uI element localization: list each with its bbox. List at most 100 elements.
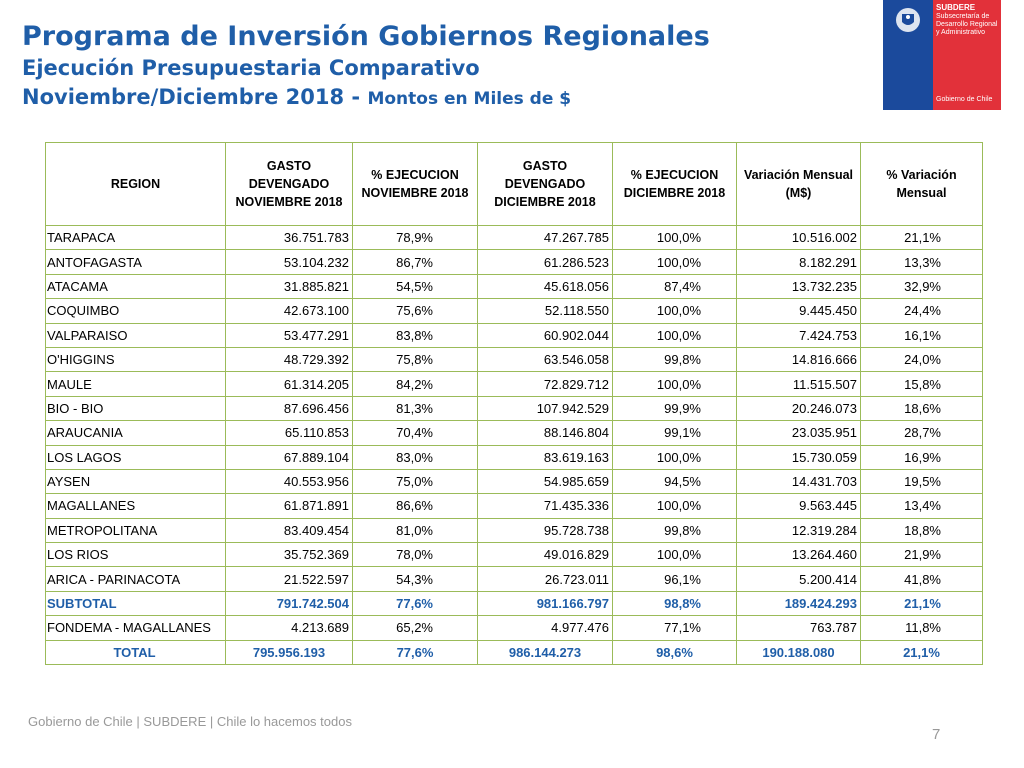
table-cell: 981.166.797 bbox=[477, 590, 613, 617]
table-cell: 42.673.100 bbox=[225, 298, 353, 324]
table-cell: 100,0% bbox=[612, 322, 737, 348]
table-cell: 53.104.232 bbox=[225, 249, 353, 275]
table-cell: 87,4% bbox=[612, 273, 737, 300]
table-row: MAULE 61.314.205 84,2% 72.829.712 100,0% 11.5… bbox=[45, 371, 983, 397]
table-cell: 99,8% bbox=[612, 517, 737, 544]
table-cell: 15.730.059 bbox=[736, 444, 861, 470]
column-header: % EJECUCION NOVIEMBRE 2018 bbox=[352, 142, 478, 226]
table-cell: 31.885.821 bbox=[225, 273, 353, 300]
table-cell: 77,1% bbox=[612, 615, 737, 641]
column-header: REGION bbox=[45, 142, 226, 226]
table-cell: 61.314.205 bbox=[225, 371, 353, 397]
table-cell: 190.188.080 bbox=[736, 639, 861, 666]
table-cell: 67.889.104 bbox=[225, 444, 353, 470]
table-cell: 16,1% bbox=[860, 322, 983, 348]
title-block: Programa de Inversión Gobiernos Regional… bbox=[22, 20, 710, 114]
table-cell: 60.902.044 bbox=[477, 322, 613, 348]
logo-name: SUBDERE bbox=[936, 3, 976, 12]
table-cell: 54,5% bbox=[352, 273, 478, 300]
table-cell: 100,0% bbox=[612, 371, 737, 397]
table-cell: 16,9% bbox=[860, 444, 983, 470]
table-cell: 83.619.163 bbox=[477, 444, 613, 470]
table-cell: COQUIMBO bbox=[45, 298, 226, 324]
table-cell: 54.985.659 bbox=[477, 468, 613, 495]
table-cell: 84,2% bbox=[352, 371, 478, 397]
table-cell: LOS RIOS bbox=[45, 542, 226, 568]
table-cell: 83,8% bbox=[352, 322, 478, 348]
table-cell: 14.431.703 bbox=[736, 468, 861, 495]
table-cell: VALPARAISO bbox=[45, 322, 226, 348]
logo-blue bbox=[883, 0, 933, 110]
table-cell: 75,0% bbox=[352, 468, 478, 495]
table-cell: ARICA - PARINACOTA bbox=[45, 566, 226, 592]
table-cell: 61.286.523 bbox=[477, 249, 613, 275]
table-cell: 65,2% bbox=[352, 615, 478, 641]
table-cell: 81,3% bbox=[352, 395, 478, 422]
table-cell: 78,9% bbox=[352, 224, 478, 251]
subtitle: Ejecución Presupuestaria Comparativo bbox=[22, 56, 480, 80]
table-cell: 41,8% bbox=[860, 566, 983, 592]
table-cell: 21,1% bbox=[860, 590, 983, 617]
logo-gov: Gobierno de Chile bbox=[936, 96, 993, 103]
table-cell: 19,5% bbox=[860, 468, 983, 495]
table-cell: 77,6% bbox=[352, 639, 478, 666]
title: Programa de Inversión Gobiernos Regional… bbox=[22, 21, 710, 52]
column-header: % Variación Mensual bbox=[860, 142, 983, 226]
table-row: ATACAMA 31.885.821 54,5% 45.618.056 87,4% 13.… bbox=[45, 273, 983, 300]
table-cell: 189.424.293 bbox=[736, 590, 861, 617]
table-cell: 107.942.529 bbox=[477, 395, 613, 422]
table-row: VALPARAISO 53.477.291 83,8% 60.902.044 100,0… bbox=[45, 322, 983, 348]
table-cell: AYSEN bbox=[45, 468, 226, 495]
table-row: LOS LAGOS 67.889.104 83,0% 83.619.163 100,0%… bbox=[45, 444, 983, 470]
table-row: TOTAL 795.956.193 77,6% 986.144.273 98,6% 190… bbox=[45, 639, 983, 666]
header-row: REGION GASTO DEVENGADO NOVIEMBRE 2018% EJ… bbox=[45, 142, 983, 226]
table-cell: 81,0% bbox=[352, 517, 478, 544]
table-cell: 12.319.284 bbox=[736, 517, 861, 544]
table-cell: 8.182.291 bbox=[736, 249, 861, 275]
table-cell: 100,0% bbox=[612, 298, 737, 324]
footer: Gobierno de Chile | SUBDERE | Chile lo h… bbox=[28, 714, 352, 729]
budget-table: REGION GASTO DEVENGADO NOVIEMBRE 2018% EJ… bbox=[45, 142, 983, 666]
table-cell: 763.787 bbox=[736, 615, 861, 641]
table-cell: 86,7% bbox=[352, 249, 478, 275]
table-cell: 65.110.853 bbox=[225, 420, 353, 446]
table-cell: 71.435.336 bbox=[477, 493, 613, 519]
table-cell: BIO - BIO bbox=[45, 395, 226, 422]
table-row: AYSEN 40.553.956 75,0% 54.985.659 94,5% 14.43… bbox=[45, 468, 983, 495]
table-cell: LOS LAGOS bbox=[45, 444, 226, 470]
table-cell: 21,1% bbox=[860, 639, 983, 666]
table-cell: 98,6% bbox=[612, 639, 737, 666]
table-cell: 99,1% bbox=[612, 420, 737, 446]
table-cell: 78,0% bbox=[352, 542, 478, 568]
table-cell: 21,9% bbox=[860, 542, 983, 568]
table-cell: 61.871.891 bbox=[225, 493, 353, 519]
table-cell: 18,8% bbox=[860, 517, 983, 544]
table-row: LOS RIOS 35.752.369 78,0% 49.016.829 100,0% 1… bbox=[45, 542, 983, 568]
table-cell: 75,8% bbox=[352, 346, 478, 373]
table-cell: ARAUCANIA bbox=[45, 420, 226, 446]
table-cell: 49.016.829 bbox=[477, 542, 613, 568]
table-cell: 791.742.504 bbox=[225, 590, 353, 617]
table-row: SUBTOTAL 791.742.504 77,6% 981.166.797 98,8%… bbox=[45, 590, 983, 617]
column-header: % EJECUCION DICIEMBRE 2018 bbox=[612, 142, 737, 226]
table-row: ARICA - PARINACOTA 21.522.597 54,3% 26.723.… bbox=[45, 566, 983, 592]
table-row: METROPOLITANA 83.409.454 81,0% 95.728.738 99… bbox=[45, 517, 983, 544]
table-cell: 95.728.738 bbox=[477, 517, 613, 544]
table-cell: 14.816.666 bbox=[736, 346, 861, 373]
table-cell: 52.118.550 bbox=[477, 298, 613, 324]
table-row: COQUIMBO 42.673.100 75,6% 52.118.550 100,0% 9… bbox=[45, 298, 983, 324]
table-cell: 94,5% bbox=[612, 468, 737, 495]
table-cell: MAGALLANES bbox=[45, 493, 226, 519]
table-cell: 986.144.273 bbox=[477, 639, 613, 666]
logo-shield bbox=[896, 8, 920, 32]
table-cell: 72.829.712 bbox=[477, 371, 613, 397]
table-cell: 5.200.414 bbox=[736, 566, 861, 592]
table-cell: 32,9% bbox=[860, 273, 983, 300]
table-cell: 83.409.454 bbox=[225, 517, 353, 544]
table-cell: 9.445.450 bbox=[736, 298, 861, 324]
table-cell: O'HIGGINS bbox=[45, 346, 226, 373]
table-cell: 100,0% bbox=[612, 224, 737, 251]
table-cell: ATACAMA bbox=[45, 273, 226, 300]
table-cell: 15,8% bbox=[860, 371, 983, 397]
table-cell: 99,9% bbox=[612, 395, 737, 422]
